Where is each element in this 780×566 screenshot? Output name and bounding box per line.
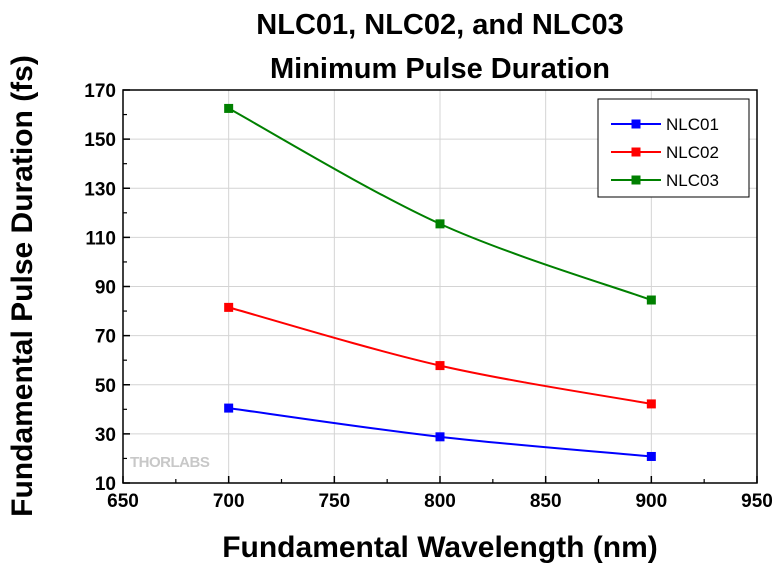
y-tick-label: 30: [95, 425, 116, 446]
y-tick-label: 10: [95, 474, 116, 495]
axis-ticks: 650 700 750 800 850 900 950 10 30 50 70 90 110 130 150…: [84, 81, 773, 512]
y-tick-label: 110: [85, 228, 116, 249]
data-point-nlc02: [224, 302, 234, 312]
y-tick-label: 130: [84, 179, 116, 200]
legend-marker-nlc02: [631, 147, 641, 157]
x-tick-label: 850: [530, 491, 562, 512]
legend-marker-nlc03: [631, 175, 641, 185]
x-tick-label: 900: [635, 491, 667, 512]
data-point-nlc01: [224, 403, 234, 413]
data-point-nlc03: [435, 219, 445, 229]
legend-marker-nlc01: [631, 119, 641, 129]
x-tick-label: 700: [213, 491, 245, 512]
y-tick-label: 170: [84, 81, 116, 102]
thorlabs-watermark: THORLABS: [130, 454, 210, 471]
y-tick-label: 150: [84, 130, 116, 151]
chart-title-line-2: Minimum Pulse Duration: [270, 53, 610, 85]
data-point-nlc03: [224, 103, 234, 113]
data-point-nlc01: [435, 432, 445, 442]
data-point-nlc03: [646, 295, 656, 305]
y-tick-label: 70: [95, 327, 116, 348]
series-lines: [224, 103, 656, 461]
y-tick-label: 90: [95, 278, 116, 299]
y-tick-label: 50: [95, 376, 116, 397]
legend-label-nlc01: NLC01: [666, 115, 719, 134]
x-tick-label: 950: [741, 491, 773, 512]
x-tick-label: 750: [318, 491, 350, 512]
x-tick-label: 800: [424, 491, 456, 512]
legend-label-nlc02: NLC02: [666, 143, 719, 162]
legend: NLC01 NLC02 NLC03: [597, 98, 750, 198]
legend-label-nlc03: NLC03: [666, 171, 719, 190]
chart-title-line-1: NLC01, NLC02, and NLC03: [256, 9, 623, 41]
x-axis-title: Fundamental Wavelength (nm): [222, 531, 658, 564]
y-axis-title: Fundamental Pulse Duration (fs): [6, 55, 39, 517]
data-point-nlc02: [435, 361, 445, 371]
x-tick-label: 650: [107, 491, 139, 512]
data-point-nlc01: [646, 451, 656, 461]
data-point-nlc02: [646, 399, 656, 409]
